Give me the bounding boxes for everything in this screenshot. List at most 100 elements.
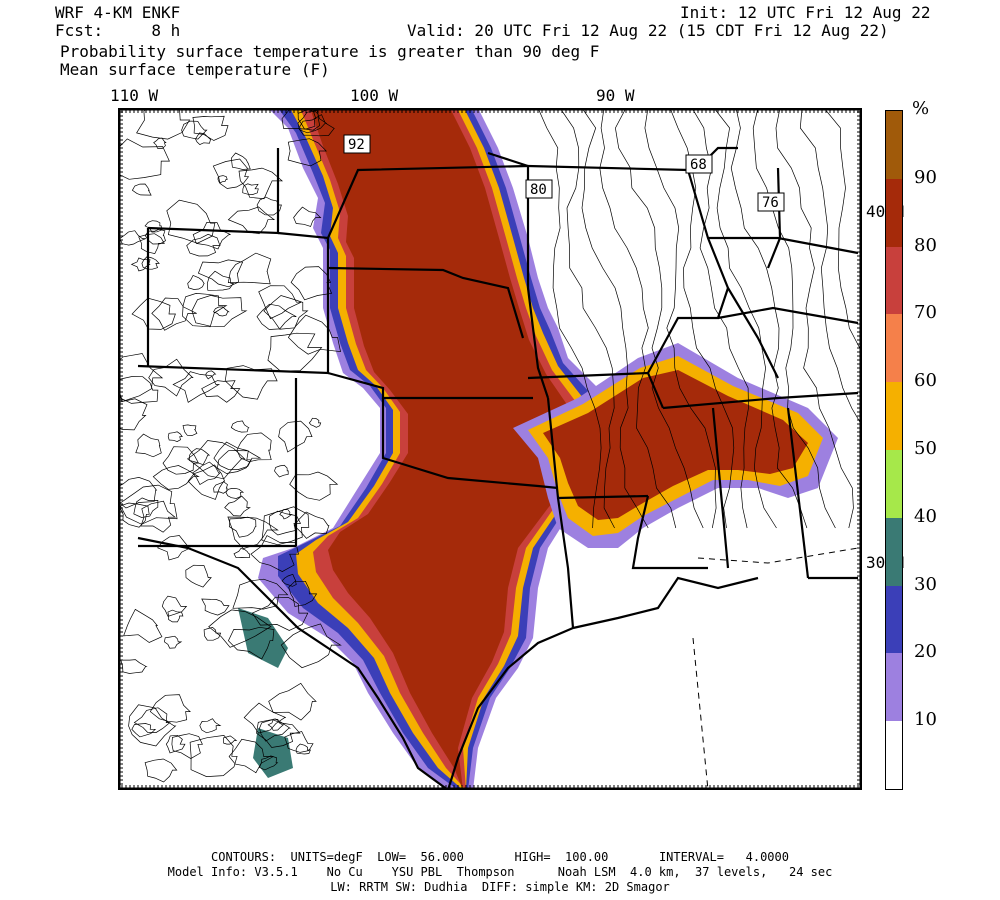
- colorbar-segment: [886, 450, 902, 518]
- contour-line: [293, 206, 322, 227]
- contour-line: [118, 484, 178, 525]
- contour-line: [205, 370, 217, 380]
- lon-label-90w: 90 W: [596, 86, 635, 105]
- boundary-mo-il: [647, 287, 730, 374]
- contour-line: [288, 580, 318, 607]
- contour-line: [164, 635, 183, 649]
- colorbar-segment: [886, 314, 902, 383]
- contour-line: [144, 758, 178, 783]
- contour-line: [537, 108, 602, 529]
- contour-line: [212, 306, 230, 317]
- footer-contours: CONTOURS: UNITS=degF LOW= 56.000 HIGH= 1…: [211, 850, 789, 864]
- colorbar-segment: [886, 178, 902, 247]
- contour-line: [118, 138, 170, 180]
- contour-line: [284, 731, 314, 753]
- footer-physics: LW: RRTM SW: Dudhia DIFF: simple KM: 2D …: [330, 880, 670, 894]
- contour-line: [227, 252, 272, 285]
- contour-line: [212, 158, 250, 189]
- colorbar-level-label: 10: [914, 709, 937, 731]
- colorbar-level-label: 90: [914, 166, 937, 188]
- contour-line: [289, 471, 339, 501]
- contour-line: [119, 230, 147, 246]
- contour-line: [201, 598, 230, 616]
- contour-line: [167, 609, 184, 623]
- contour-label-68-box: [685, 154, 713, 174]
- contour-line: [157, 535, 191, 561]
- contour-line: [233, 547, 251, 559]
- contour-line: [278, 420, 313, 453]
- colorbar-level-label: 30: [914, 573, 937, 595]
- contour-line: [118, 353, 164, 403]
- contour-line: [187, 464, 226, 500]
- contour-line: [268, 682, 317, 721]
- contour-line: [225, 487, 245, 499]
- boundary-ok-tx: [381, 398, 559, 490]
- contour-line: [236, 432, 272, 463]
- model-title: WRF 4-KM ENKF: [55, 3, 181, 22]
- colorbar-level-label: 40: [914, 505, 937, 527]
- init-time: Init: 12 UTC Fri 12 Aug 22: [680, 3, 931, 22]
- colorbar-segment: [886, 517, 902, 586]
- contour-line: [261, 506, 310, 546]
- contour-line: [167, 431, 183, 442]
- contour-line: [118, 477, 158, 509]
- contour-label-92-box: [343, 134, 371, 154]
- valid-time: Valid: 20 UTC Fri 12 Aug 22 (15 CDT Fri …: [407, 21, 889, 40]
- contour-line: [140, 500, 176, 533]
- contour-line: [206, 270, 234, 291]
- contour-line: [182, 293, 228, 328]
- prob-se-high-region: [543, 370, 808, 520]
- contour-line: [559, 108, 615, 529]
- contour-line: [191, 461, 221, 485]
- contour-line: [213, 481, 228, 494]
- contour-label-76: 76: [762, 195, 779, 211]
- contour-line: [152, 465, 200, 490]
- contour-line: [171, 733, 203, 760]
- colorbar-level-label: 50: [914, 438, 937, 459]
- contour-line: [267, 332, 323, 372]
- colorbar-level-label: 20: [914, 641, 937, 663]
- forecast-label: Fcst:: [55, 21, 104, 40]
- contour-line: [192, 115, 229, 141]
- contour-line: [189, 735, 238, 777]
- lon-label-100w: 100 W: [350, 86, 399, 105]
- contour-line: [256, 719, 301, 748]
- contour-line: [227, 626, 275, 660]
- contour-line: [191, 295, 248, 328]
- contour-line: [238, 167, 284, 200]
- contour-line: [165, 734, 186, 754]
- contour-line: [187, 274, 205, 290]
- contour-label-80: 80: [530, 182, 547, 198]
- boundary-il-in-oh: [708, 236, 859, 255]
- contour-line: [120, 659, 148, 674]
- boundary-al-ga: [786, 407, 810, 579]
- contour-line: [281, 573, 297, 587]
- contour-line: [297, 109, 328, 134]
- boundary-tn-ky: [662, 391, 859, 410]
- contour-line: [144, 228, 166, 245]
- contour-line: [217, 450, 252, 474]
- contour-line: [189, 448, 211, 466]
- field-title-probability: Probability surface temperature is great…: [60, 42, 600, 61]
- colorbar-level-label: 60: [914, 370, 937, 392]
- boundary-ks-ok: [327, 371, 533, 400]
- boundary-la-ms: [631, 495, 708, 570]
- colorbar-unit: %: [912, 98, 930, 119]
- temperature-contours: [118, 108, 862, 783]
- contour-line: [172, 371, 221, 403]
- boundary-tx-la: [556, 497, 575, 629]
- contour-line: [136, 108, 191, 140]
- contour-line: [128, 704, 177, 747]
- contour-line: [131, 183, 152, 196]
- contour-line: [135, 433, 162, 458]
- contour-line: [199, 718, 222, 734]
- contour-line: [166, 199, 216, 244]
- forecast-value: 8 h: [151, 21, 181, 40]
- contour-line: [267, 718, 285, 731]
- coastline-texas: [446, 626, 574, 790]
- contour-line: [823, 108, 862, 353]
- contour-line: [615, 108, 704, 529]
- contour-line: [144, 220, 163, 233]
- contour-line: [151, 297, 197, 331]
- contour-line: [242, 183, 259, 195]
